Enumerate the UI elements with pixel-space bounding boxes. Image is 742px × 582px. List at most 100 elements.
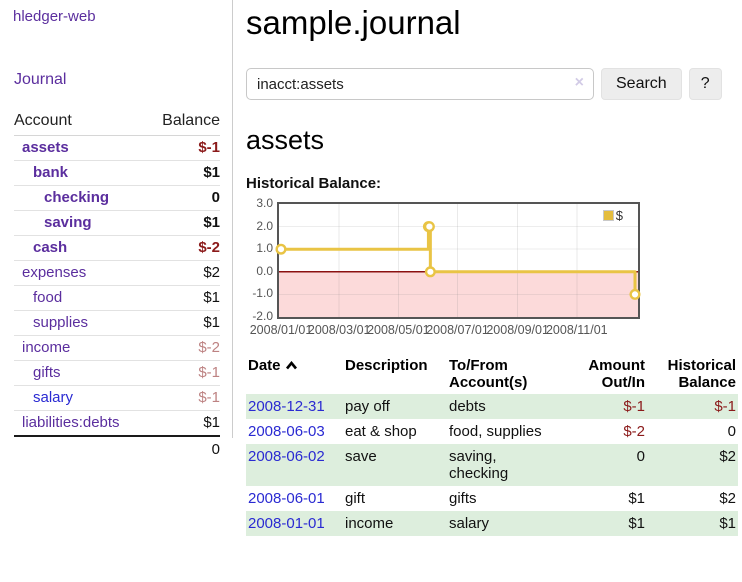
x-axis-tick-label: 2008/09/01: [486, 323, 549, 337]
date-link[interactable]: 2008-06-02: [248, 448, 325, 465]
main-content: sample.journal × Search ? assets Histori…: [246, 0, 738, 536]
account-link-salary[interactable]: salary: [33, 389, 74, 406]
chart-plot-area: $: [275, 202, 641, 319]
balance-cell: $2: [719, 490, 736, 507]
account-link-checking[interactable]: checking: [44, 189, 110, 206]
legend-swatch-icon: [602, 210, 614, 221]
account-link-liabilities-debts[interactable]: liabilities:debts: [22, 414, 120, 431]
search-input[interactable]: [246, 68, 594, 100]
date-link[interactable]: 2008-06-01: [248, 490, 325, 507]
account-balance: $1: [203, 289, 220, 306]
sidebar-account-row: expenses $2: [14, 261, 220, 286]
account-link-food[interactable]: food: [33, 289, 63, 306]
account-balance: 0: [211, 189, 220, 206]
chart-legend: $: [602, 208, 623, 223]
account-link-cash[interactable]: cash: [33, 239, 68, 256]
description-cell: gift: [345, 490, 366, 507]
y-axis-tick-label: 2.0: [256, 218, 273, 233]
clear-search-icon[interactable]: ×: [574, 74, 584, 91]
accounts-cell: salary: [447, 511, 565, 536]
register-row: 2008-12-31 pay off debts $-1 $-1: [246, 394, 738, 419]
register-table: Date Description To/From Account(s) Amou…: [246, 354, 738, 536]
account-balance: $2: [203, 264, 220, 281]
date-link[interactable]: 2008-06-03: [248, 423, 325, 440]
y-axis-tick-label: 0.0: [256, 263, 273, 278]
accounts-cell: debts: [447, 394, 565, 419]
account-balance: $-1: [198, 139, 220, 156]
amount-cell: $1: [628, 490, 645, 507]
sidebar: hledger-web Journal Account Balance asse…: [0, 0, 233, 458]
column-header-description: Description: [345, 357, 428, 374]
account-link-bank[interactable]: bank: [33, 164, 69, 181]
description-cell: eat & shop: [345, 423, 417, 440]
sort-ascending-icon: [285, 360, 297, 370]
account-link-gifts[interactable]: gifts: [33, 364, 61, 381]
column-header-amount: Amount Out/In: [588, 357, 645, 391]
column-header-accounts: To/From Account(s): [449, 357, 528, 391]
account-link-assets[interactable]: assets: [22, 139, 69, 156]
account-balance: $1: [203, 414, 220, 431]
register-row: 2008-06-03 eat & shop food, supplies $-2 0: [246, 419, 738, 444]
sidebar-account-row: liabilities:debts $1: [14, 411, 220, 435]
search-form: × Search ?: [246, 68, 738, 100]
account-balance: $1: [203, 214, 220, 231]
column-header-date: Date: [246, 354, 343, 394]
x-axis-tick-label: 2008/05/01: [367, 323, 430, 337]
chart-canvas: [275, 204, 641, 317]
account-link-expenses[interactable]: expenses: [22, 264, 87, 281]
accounts-header-account: Account: [14, 112, 72, 129]
help-button[interactable]: ?: [688, 68, 722, 100]
account-title: assets: [246, 125, 325, 155]
x-axis-tick-label: 2008/07/01: [426, 323, 489, 337]
x-axis-tick-label: 2008/03/01: [307, 323, 371, 337]
amount-cell: $1: [565, 511, 647, 536]
sidebar-account-row: gifts $-1: [14, 361, 220, 386]
chart-title: Historical Balance:: [246, 175, 382, 192]
account-balance: $1: [203, 314, 220, 331]
accounts-total-value: 0: [211, 441, 220, 458]
register-row: 2008-06-02 save saving, checking 0 $2: [246, 444, 738, 486]
app-brand-link[interactable]: hledger-web: [13, 8, 96, 25]
sidebar-account-row: salary $-1: [14, 386, 220, 411]
account-link-supplies[interactable]: supplies: [33, 314, 89, 331]
y-axis-tick-label: 1.0: [256, 241, 273, 256]
accounts-header-balance: Balance: [162, 112, 220, 129]
account-balance: $1: [203, 164, 220, 181]
accounts-header: Account Balance: [14, 108, 220, 136]
register-row: 2008-06-01 gift gifts $1 $2: [246, 486, 738, 511]
register-header-row: Date Description To/From Account(s) Amou…: [246, 354, 738, 394]
balance-cell: $2: [647, 444, 738, 486]
legend-label: $: [615, 208, 623, 223]
page-title: sample.journal: [246, 4, 461, 41]
balance-cell: 0: [727, 423, 736, 440]
column-header-date-label: Date: [248, 357, 281, 374]
column-header-balance: Historical Balance: [667, 357, 736, 391]
sidebar-account-row: checking 0: [14, 186, 220, 211]
sidebar-account-row: income $-2: [14, 336, 220, 361]
sidebar-account-row: bank $1: [14, 161, 220, 186]
sidebar-account-row: cash $-2: [14, 236, 220, 261]
account-link-income[interactable]: income: [22, 339, 71, 356]
balance-chart: $ 3.0 2.0 1.0 0.0 -1.0 -2.0 2008/01/01 2008/03/…: [246, 196, 738, 341]
accounts-cell: saving, checking: [447, 444, 565, 486]
x-axis-tick-label: 2008/11/01: [545, 323, 608, 337]
search-button[interactable]: Search: [601, 68, 682, 100]
balance-cell: $1: [647, 511, 738, 536]
y-axis-tick-label: -1.0: [252, 286, 273, 301]
amount-cell: $-1: [565, 394, 647, 419]
account-balance: $-2: [198, 239, 220, 256]
date-link[interactable]: 2008-01-01: [248, 515, 325, 532]
accounts-cell: food, supplies: [449, 423, 542, 440]
accounts-total-row: 0: [14, 435, 220, 462]
date-link[interactable]: 2008-12-31: [248, 398, 325, 415]
account-balance: $-1: [198, 389, 220, 406]
account-link-saving[interactable]: saving: [44, 214, 92, 231]
description-cell: pay off: [343, 394, 447, 419]
accounts-tree: Account Balance assets $-1 bank $1 checking 0…: [14, 108, 220, 462]
register-row: 2008-01-01 income salary $1 $1: [246, 511, 738, 536]
sidebar-item-journal[interactable]: Journal: [14, 71, 67, 88]
y-axis-tick-label: -2.0: [252, 309, 273, 323]
accounts-cell: gifts: [449, 490, 477, 507]
account-balance: $-2: [198, 339, 220, 356]
balance-cell: $-1: [647, 394, 738, 419]
